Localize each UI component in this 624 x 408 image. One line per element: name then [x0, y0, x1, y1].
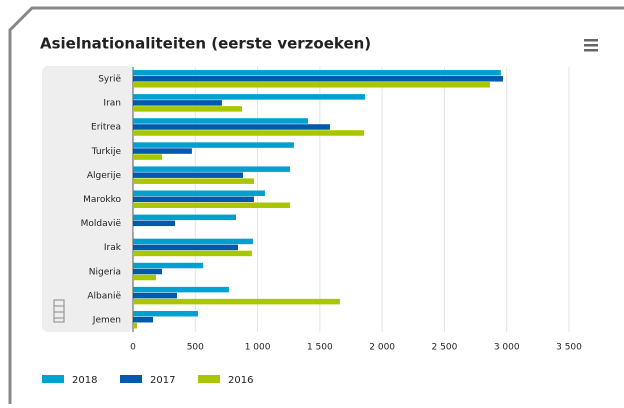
y-tick-label: Syrië	[98, 75, 121, 85]
bar	[133, 245, 238, 251]
chart-title: Asielnationaliteiten (eerste verzoeken)	[40, 35, 371, 53]
bar	[133, 106, 242, 112]
bar	[133, 251, 252, 257]
legend-label: 2016	[228, 375, 253, 386]
bar	[133, 293, 177, 299]
bar	[133, 166, 290, 172]
bar	[133, 82, 490, 88]
x-tick-label: 2 500	[432, 343, 458, 353]
bar	[133, 76, 503, 82]
y-tick-label: Albanië	[87, 291, 121, 301]
bar	[133, 70, 501, 76]
legend-swatch	[198, 375, 220, 383]
bar	[133, 263, 203, 269]
bar	[133, 130, 364, 136]
x-tick-label: 1 000	[245, 343, 271, 353]
y-tick-label: Nigeria	[89, 267, 121, 277]
bar	[133, 299, 340, 305]
legend-label: 2017	[150, 375, 175, 386]
y-tick-label: Algerije	[87, 171, 122, 181]
menu-icon[interactable]	[584, 39, 598, 52]
bar	[133, 191, 265, 197]
y-tick-label: Iran	[103, 99, 121, 109]
bar	[133, 118, 308, 124]
x-tick-label: 3 000	[494, 343, 520, 353]
bar	[133, 269, 162, 275]
bar	[133, 124, 330, 129]
bar	[133, 94, 365, 100]
y-tick-label: Eritrea	[91, 123, 121, 133]
legend-swatch	[42, 375, 64, 383]
bar	[133, 203, 290, 209]
bar	[133, 172, 243, 178]
y-tick-label: Turkije	[91, 147, 122, 157]
bar	[133, 239, 253, 245]
bar	[133, 323, 137, 329]
bar	[133, 311, 198, 317]
bar	[133, 197, 254, 203]
x-tick-label: 2 000	[369, 343, 395, 353]
x-tick-label: 500	[187, 343, 204, 353]
legend-label: 2018	[72, 375, 97, 386]
y-tick-label: Jemen	[92, 315, 121, 325]
y-tick-label: Irak	[104, 243, 122, 253]
bar	[133, 287, 229, 293]
bar	[133, 221, 175, 227]
bar	[133, 178, 254, 184]
y-tick-label: Marokko	[83, 195, 121, 205]
x-tick-label: 1 500	[307, 343, 333, 353]
bar	[133, 275, 156, 281]
x-tick-label: 0	[130, 343, 136, 353]
bar	[133, 215, 236, 221]
bar	[133, 317, 153, 323]
bar	[133, 100, 222, 106]
bar	[133, 142, 294, 148]
bar	[133, 148, 192, 154]
y-tick-label: Moldavië	[81, 219, 122, 229]
x-tick-label: 3 500	[556, 343, 582, 353]
legend-swatch	[120, 375, 142, 383]
bar	[133, 154, 162, 160]
